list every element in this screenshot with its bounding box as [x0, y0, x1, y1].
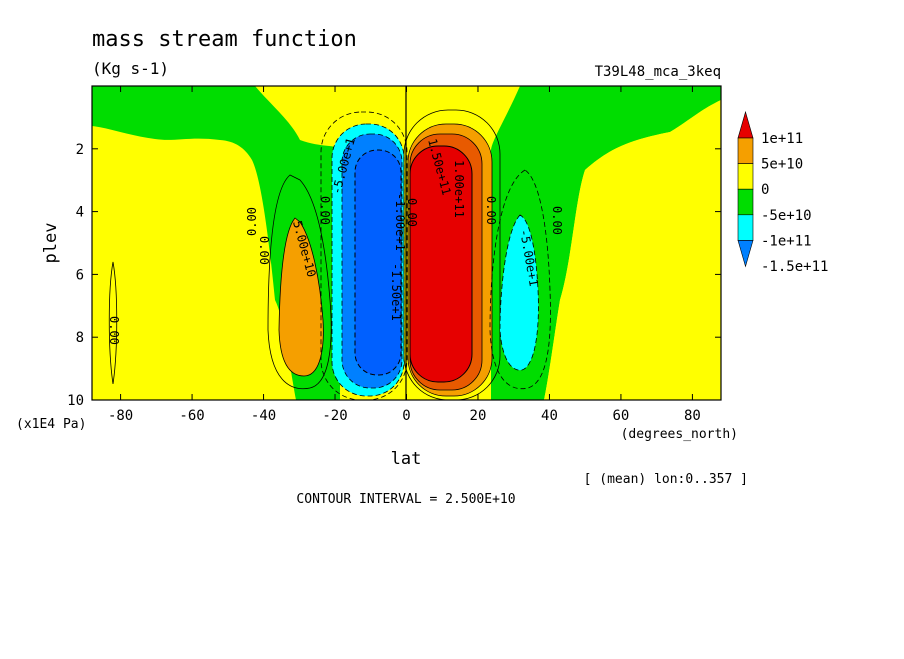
colorbar-label: -1e+11: [761, 233, 812, 249]
contour-northern-ferrel-outer: [489, 169, 551, 390]
contour-label: 0.00: [257, 236, 271, 265]
x-tick-label: -80: [108, 408, 133, 424]
colorbar-top-arrow: [737, 110, 754, 139]
x-tick-label: 0: [402, 408, 410, 424]
y-tick-label: 6: [76, 267, 84, 283]
contour-label: 0.00: [318, 196, 332, 225]
x-axis-units: (degrees_north): [621, 427, 738, 442]
experiment-label: T39L48_mca_3keq: [595, 64, 721, 80]
x-tick-label: 60: [613, 408, 630, 424]
fill-southern-hadley-inner: [354, 149, 402, 376]
x-tick-label: 20: [470, 408, 487, 424]
x-axis-label: lat: [391, 449, 422, 469]
y-axis: 2 4 6 8 10: [67, 142, 721, 409]
contour-label: 0.00: [245, 207, 259, 236]
y-tick-label: 10: [67, 393, 84, 409]
colorbar-label: -5e+10: [761, 208, 812, 224]
contour-label: 1.00e+11: [452, 160, 466, 218]
colorbar: 1e+11 5e+10 0 -5e+10 -1e+11 -1.5e+11: [737, 110, 828, 275]
fill-northern-hadley-inner: [409, 145, 473, 383]
contour-southern-hadley-extra: [320, 111, 408, 400]
x-axis: -80 -60 -40 -20 0 20 40 60 80: [108, 86, 701, 424]
x-tick-label: -60: [179, 408, 204, 424]
contour-southern-ferrel-outer: [267, 174, 332, 390]
x-tick-label: 80: [684, 408, 701, 424]
colorbar-swatch: [737, 137, 754, 164]
fill-south-polar-cell: [108, 261, 118, 385]
contour-label: -1.00e+1: [393, 193, 407, 251]
x-tick-label: -40: [251, 408, 276, 424]
fill-northern-polar-positive: [544, 100, 721, 400]
y-tick-label: 8: [76, 330, 84, 346]
contour-label: 0.00: [405, 198, 419, 227]
colorbar-label: 0: [761, 182, 769, 198]
y-tick-label: 4: [76, 205, 84, 221]
colorbar-swatch: [737, 163, 754, 190]
fill-southern-negative-region: [92, 86, 340, 400]
contour-label: -1.50e+1: [389, 263, 403, 321]
fill-northern-negative-region: [491, 86, 721, 400]
x-tick-label: 40: [541, 408, 558, 424]
contour-interval: CONTOUR INTERVAL = 2.500E+10: [296, 492, 515, 507]
x-tick-label: -20: [322, 408, 347, 424]
colorbar-bottom-arrow: [737, 240, 754, 268]
y-axis-units: (x1E4 Pa): [16, 417, 86, 432]
colorbar-swatch: [737, 214, 754, 241]
y-axis-label: plev: [41, 223, 61, 264]
colorbar-label: 1e+11: [761, 131, 803, 147]
contour-label: 0.00: [107, 316, 121, 345]
colorbar-swatch: [737, 188, 754, 216]
fill-southern-ferrel-cell: [278, 217, 324, 377]
colorbar-label: 5e+10: [761, 157, 803, 173]
contour-label: 0.00: [484, 196, 498, 225]
plot-area: [92, 86, 721, 400]
chart-units: (Kg s-1): [92, 59, 169, 78]
chart-title: mass stream function: [92, 27, 357, 52]
averaging-note: [ (mean) lon:0..357 ]: [584, 472, 748, 487]
contour-label: 0.00: [550, 206, 564, 235]
y-tick-label: 2: [76, 142, 84, 158]
colorbar-label: -1.5e+11: [761, 259, 828, 275]
contour-northern-hadley-extra: [403, 109, 501, 400]
fill-northern-ferrel-cell: [499, 214, 539, 371]
